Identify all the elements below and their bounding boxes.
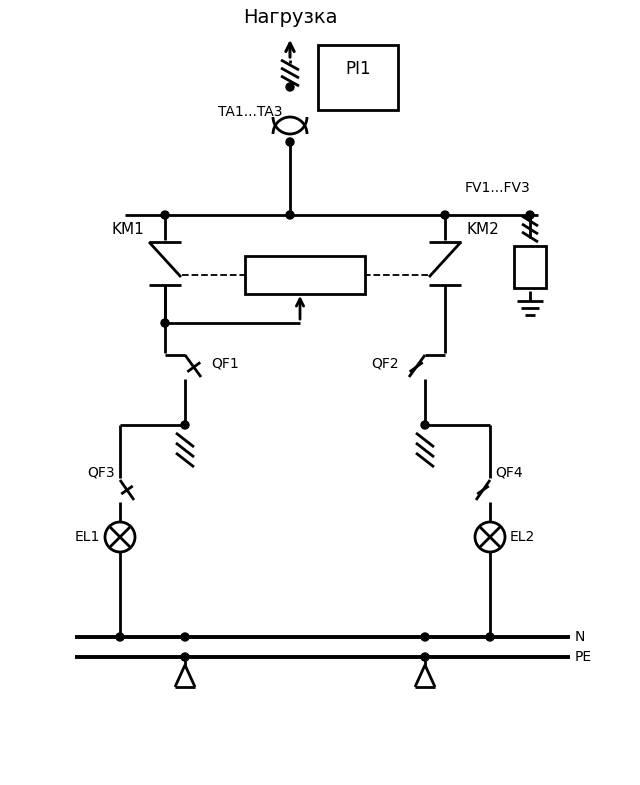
Text: QF4: QF4	[495, 465, 523, 479]
Circle shape	[116, 633, 124, 641]
Text: KM1: KM1	[111, 222, 144, 238]
Circle shape	[181, 633, 189, 641]
Text: FV1...FV3: FV1...FV3	[464, 181, 530, 195]
Bar	[318, 45, 398, 110]
Circle shape	[286, 211, 294, 219]
Text: EL2: EL2	[510, 530, 535, 544]
Text: QF3: QF3	[88, 465, 115, 479]
Text: QF1: QF1	[211, 357, 239, 371]
Text: PE: PE	[575, 650, 592, 664]
Text: EL1: EL1	[75, 530, 100, 544]
Circle shape	[181, 653, 189, 661]
Circle shape	[181, 421, 189, 429]
Circle shape	[421, 653, 429, 661]
Text: TA1...TA3: TA1...TA3	[218, 105, 282, 119]
Circle shape	[286, 138, 294, 146]
Circle shape	[161, 211, 169, 219]
Text: PI1: PI1	[345, 60, 371, 78]
Text: QF2: QF2	[371, 357, 399, 371]
Text: Блок АВР: Блок АВР	[268, 268, 342, 283]
Circle shape	[161, 319, 169, 327]
Circle shape	[286, 83, 294, 91]
Text: Нагрузка: Нагрузка	[243, 8, 337, 27]
Circle shape	[421, 633, 429, 641]
Circle shape	[486, 633, 494, 641]
Bar	[514, 246, 546, 288]
Circle shape	[441, 211, 449, 219]
Circle shape	[421, 421, 429, 429]
Text: KM2: KM2	[466, 222, 499, 238]
Text: N: N	[575, 630, 586, 644]
Bar	[245, 256, 365, 294]
Circle shape	[526, 211, 534, 219]
